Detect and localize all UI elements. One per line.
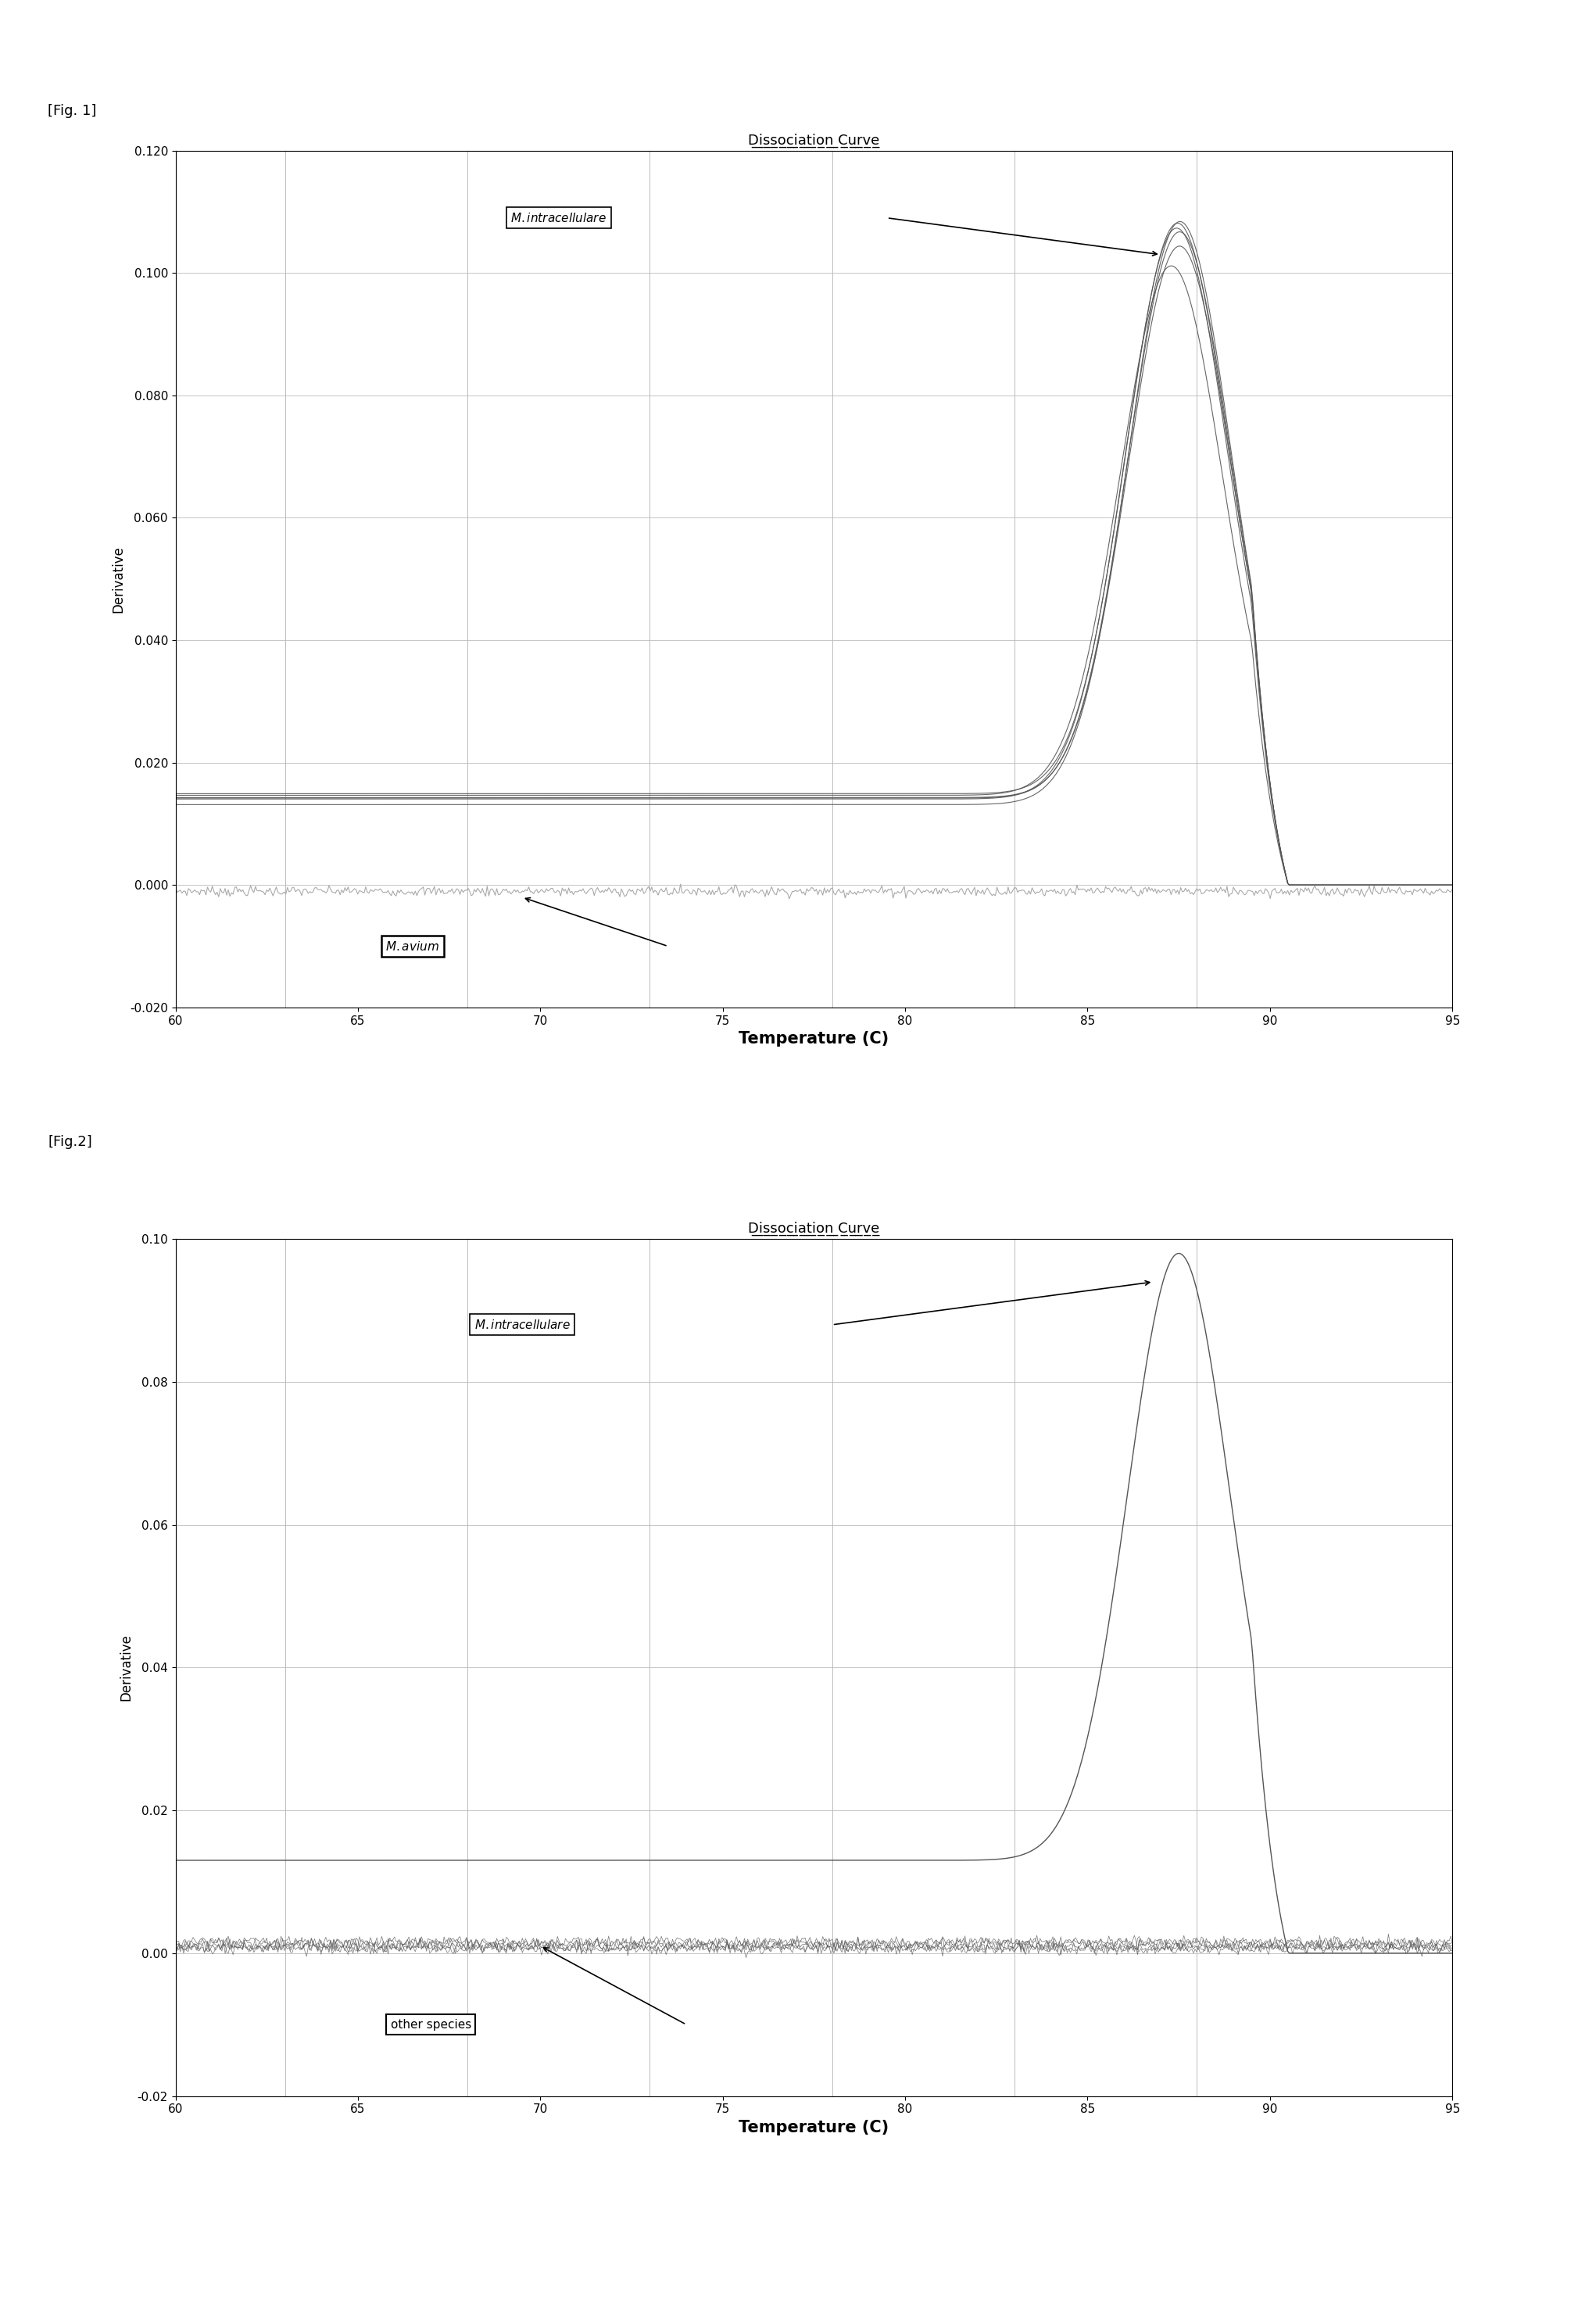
X-axis label: Temperature (C): Temperature (C) xyxy=(739,1031,889,1047)
Text: [Fig. 1]: [Fig. 1] xyxy=(48,104,97,118)
Text: $\it{M. intracellulare}$: $\it{M. intracellulare}$ xyxy=(511,211,606,225)
Text: [Fig.2]: [Fig.2] xyxy=(48,1135,93,1149)
Text: other species: other species xyxy=(391,2020,471,2031)
Title: D̲i̲s̲s̲o̲c̲i̲a̲t̲i̲o̲n̲ ̲C̲u̲r̲v̲e̲: D̲i̲s̲s̲o̲c̲i̲a̲t̲i̲o̲n̲ ̲C̲u̲r̲v̲e̲ xyxy=(749,132,879,148)
X-axis label: Temperature (C): Temperature (C) xyxy=(739,2119,889,2135)
Y-axis label: Derivative: Derivative xyxy=(118,1635,132,1700)
Y-axis label: Derivative: Derivative xyxy=(112,547,126,611)
Text: $\it{M. intracellulare}$: $\it{M. intracellulare}$ xyxy=(474,1318,570,1332)
Title: D̲i̲s̲s̲o̲c̲i̲a̲t̲i̲o̲n̲ ̲C̲u̲r̲v̲e̲: D̲i̲s̲s̲o̲c̲i̲a̲t̲i̲o̲n̲ ̲C̲u̲r̲v̲e̲ xyxy=(749,1221,879,1237)
Text: $\it{M.avium}$: $\it{M.avium}$ xyxy=(386,940,439,952)
